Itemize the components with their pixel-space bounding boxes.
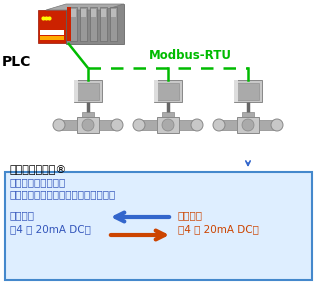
FancyBboxPatch shape: [139, 120, 157, 130]
FancyBboxPatch shape: [219, 120, 237, 130]
Polygon shape: [46, 4, 124, 10]
FancyBboxPatch shape: [82, 112, 94, 117]
FancyBboxPatch shape: [234, 80, 262, 102]
Text: 開度信号: 開度信号: [178, 210, 203, 220]
FancyBboxPatch shape: [80, 7, 87, 41]
FancyBboxPatch shape: [259, 120, 277, 130]
FancyBboxPatch shape: [237, 117, 259, 133]
Text: 開度制御機能も標準装備しています。: 開度制御機能も標準装備しています。: [10, 189, 116, 199]
FancyBboxPatch shape: [99, 120, 117, 130]
FancyBboxPatch shape: [237, 83, 259, 100]
FancyBboxPatch shape: [66, 4, 124, 44]
Circle shape: [162, 119, 174, 131]
FancyBboxPatch shape: [74, 80, 102, 102]
FancyBboxPatch shape: [154, 80, 182, 102]
FancyBboxPatch shape: [70, 7, 77, 41]
FancyBboxPatch shape: [157, 117, 179, 133]
FancyBboxPatch shape: [5, 172, 312, 280]
Text: アナログ信号による: アナログ信号による: [10, 177, 66, 187]
FancyBboxPatch shape: [234, 80, 238, 102]
Circle shape: [191, 119, 203, 131]
FancyBboxPatch shape: [162, 112, 174, 117]
FancyBboxPatch shape: [40, 36, 64, 40]
Text: 操作信号: 操作信号: [10, 210, 35, 220]
FancyBboxPatch shape: [179, 120, 197, 130]
Circle shape: [213, 119, 225, 131]
FancyBboxPatch shape: [157, 83, 179, 100]
FancyBboxPatch shape: [81, 9, 86, 17]
FancyBboxPatch shape: [91, 9, 96, 17]
FancyBboxPatch shape: [154, 80, 158, 102]
FancyBboxPatch shape: [77, 83, 99, 100]
Circle shape: [133, 119, 145, 131]
Text: Modbus-RTU: Modbus-RTU: [148, 49, 231, 62]
FancyBboxPatch shape: [71, 9, 76, 17]
Text: （4 ～ 20mA DC）: （4 ～ 20mA DC）: [10, 224, 91, 234]
Text: （4 ～ 20mA DC）: （4 ～ 20mA DC）: [178, 224, 259, 234]
Circle shape: [242, 119, 254, 131]
FancyBboxPatch shape: [100, 7, 107, 41]
FancyBboxPatch shape: [40, 30, 64, 35]
FancyBboxPatch shape: [242, 112, 254, 117]
FancyBboxPatch shape: [77, 117, 99, 133]
Text: ステップトップ®: ステップトップ®: [10, 165, 68, 175]
Text: PLC: PLC: [2, 55, 31, 69]
FancyBboxPatch shape: [67, 7, 71, 41]
FancyBboxPatch shape: [74, 80, 78, 102]
Circle shape: [82, 119, 94, 131]
Circle shape: [271, 119, 283, 131]
FancyBboxPatch shape: [90, 7, 97, 41]
Circle shape: [53, 119, 65, 131]
FancyBboxPatch shape: [59, 120, 77, 130]
FancyBboxPatch shape: [111, 9, 116, 17]
Circle shape: [111, 119, 123, 131]
FancyBboxPatch shape: [38, 10, 66, 43]
FancyBboxPatch shape: [101, 9, 106, 17]
FancyBboxPatch shape: [110, 7, 117, 41]
